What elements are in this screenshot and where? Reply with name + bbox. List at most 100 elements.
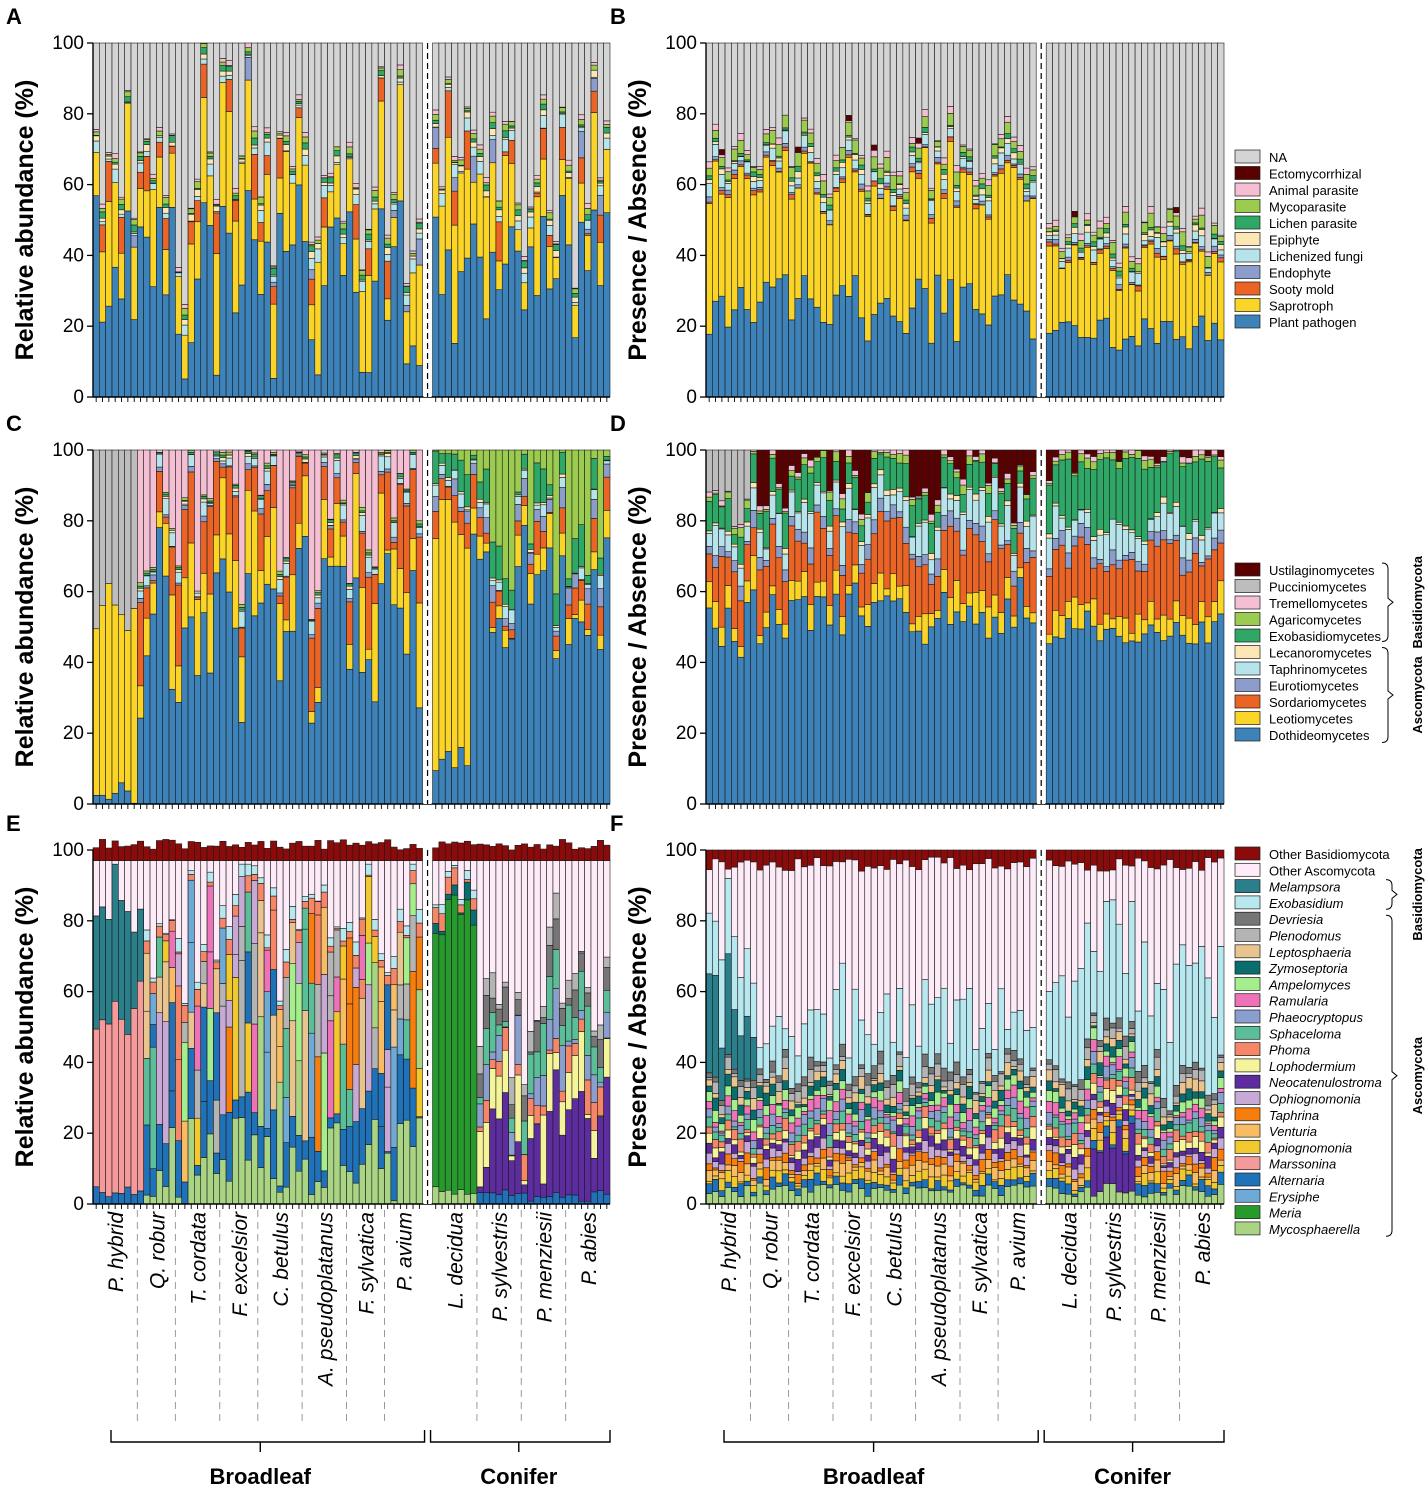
bar-segment: [813, 1165, 821, 1174]
bar-segment: [200, 1157, 208, 1205]
bar-segment: [1109, 259, 1117, 267]
bar-segment: [270, 286, 278, 305]
bar-segment: [508, 163, 516, 228]
bar-segment: [527, 1053, 535, 1095]
bar-segment: [800, 531, 808, 544]
bar-segment: [438, 913, 446, 932]
bar-segment: [301, 536, 309, 805]
bar-segment: [584, 270, 592, 398]
bar-segment: [352, 1064, 360, 1122]
bar-segment: [870, 42, 878, 146]
bar-segment: [137, 585, 145, 589]
bar-segment: [432, 450, 440, 484]
bar-segment: [181, 324, 189, 336]
bar-segment: [845, 849, 853, 860]
bar-segment: [168, 152, 176, 208]
bar-segment: [908, 866, 916, 1006]
bar-segment: [263, 1136, 271, 1205]
bar-segment: [858, 545, 866, 565]
bar-segment: [1147, 328, 1155, 398]
bar-segment: [327, 519, 335, 523]
bar-segment: [858, 1131, 866, 1141]
bar-segment: [724, 491, 732, 499]
bar-segment: [597, 1039, 604, 1068]
y-tick-label: 0: [73, 387, 84, 408]
bar-segment: [533, 504, 541, 510]
bar-segment: [162, 522, 170, 577]
bar-segment: [966, 283, 973, 398]
bar-segment: [845, 858, 853, 1059]
bar-segment: [946, 42, 954, 107]
bar-segment: [750, 453, 758, 483]
bar-segment: [1179, 264, 1187, 338]
bar-segment: [826, 1057, 834, 1082]
bar-segment: [940, 454, 948, 458]
bar-segment: [451, 343, 459, 398]
bar-segment: [1185, 253, 1193, 260]
bar-segment: [889, 849, 897, 860]
bar-segment: [365, 241, 373, 250]
bar-segment: [705, 1091, 713, 1102]
bar-segment: [232, 188, 240, 194]
bar-segment: [940, 1186, 948, 1191]
bar-segment: [1185, 246, 1193, 252]
bar-segment: [940, 592, 948, 805]
bar-segment: [921, 1179, 929, 1189]
bar-segment: [743, 1091, 751, 1100]
bar-segment: [807, 1094, 815, 1100]
bar-segment: [769, 1142, 777, 1149]
bar-segment: [826, 555, 834, 606]
bar-segment: [238, 607, 246, 611]
bar-segment: [200, 944, 208, 952]
bar-segment: [819, 449, 827, 451]
bar-segment: [130, 319, 138, 398]
bar-segment: [946, 1149, 954, 1153]
bar-segment: [546, 235, 554, 247]
bar-segment: [1103, 613, 1110, 630]
bar-segment: [257, 498, 265, 509]
bar-segment: [927, 187, 935, 191]
bar-segment: [358, 935, 366, 980]
bar-segment: [590, 518, 598, 553]
bar-segment: [314, 236, 322, 241]
bar-segment: [1179, 250, 1187, 254]
panel-letter-B: B: [610, 4, 626, 29]
bar-segment: [200, 97, 208, 203]
bar-segment: [1071, 42, 1079, 212]
bar-segment: [712, 1093, 719, 1099]
bar-segment: [756, 169, 764, 175]
bar-segment: [295, 942, 303, 984]
bar-segment: [489, 139, 497, 164]
bar-segment: [889, 1191, 897, 1205]
bar-segment: [864, 1084, 872, 1098]
bar-segment: [584, 848, 592, 861]
bar-segment: [902, 526, 910, 544]
bar-segment: [156, 1124, 164, 1171]
bar-segment: [1109, 518, 1117, 551]
bar-segment: [320, 848, 328, 861]
bar-segment: [451, 469, 459, 480]
bar-segment: [1064, 451, 1072, 460]
bar-segment: [953, 165, 961, 173]
bar-segment: [565, 644, 573, 805]
bar-segment: [301, 132, 309, 138]
bar-segment: [870, 1118, 878, 1127]
bar-segment: [1198, 214, 1206, 229]
y-tick-label: 40: [63, 1052, 84, 1073]
bar-segment: [1103, 452, 1110, 459]
bar-segment: [476, 144, 484, 150]
bar-segment: [1191, 461, 1199, 520]
bar-segment: [769, 861, 777, 1027]
bar-segment: [358, 371, 366, 398]
bar-segment: [432, 923, 440, 934]
bar-segment: [1004, 500, 1012, 506]
bar-segment: [927, 218, 935, 224]
bar-segment: [308, 269, 316, 280]
bar-segment: [883, 495, 891, 512]
bar-segment: [295, 42, 303, 96]
bar-segment: [558, 1008, 566, 1026]
bar-segment: [384, 42, 392, 236]
bar-segment: [225, 449, 233, 453]
bar-segment: [1115, 559, 1123, 570]
bar-segment: [527, 209, 535, 213]
